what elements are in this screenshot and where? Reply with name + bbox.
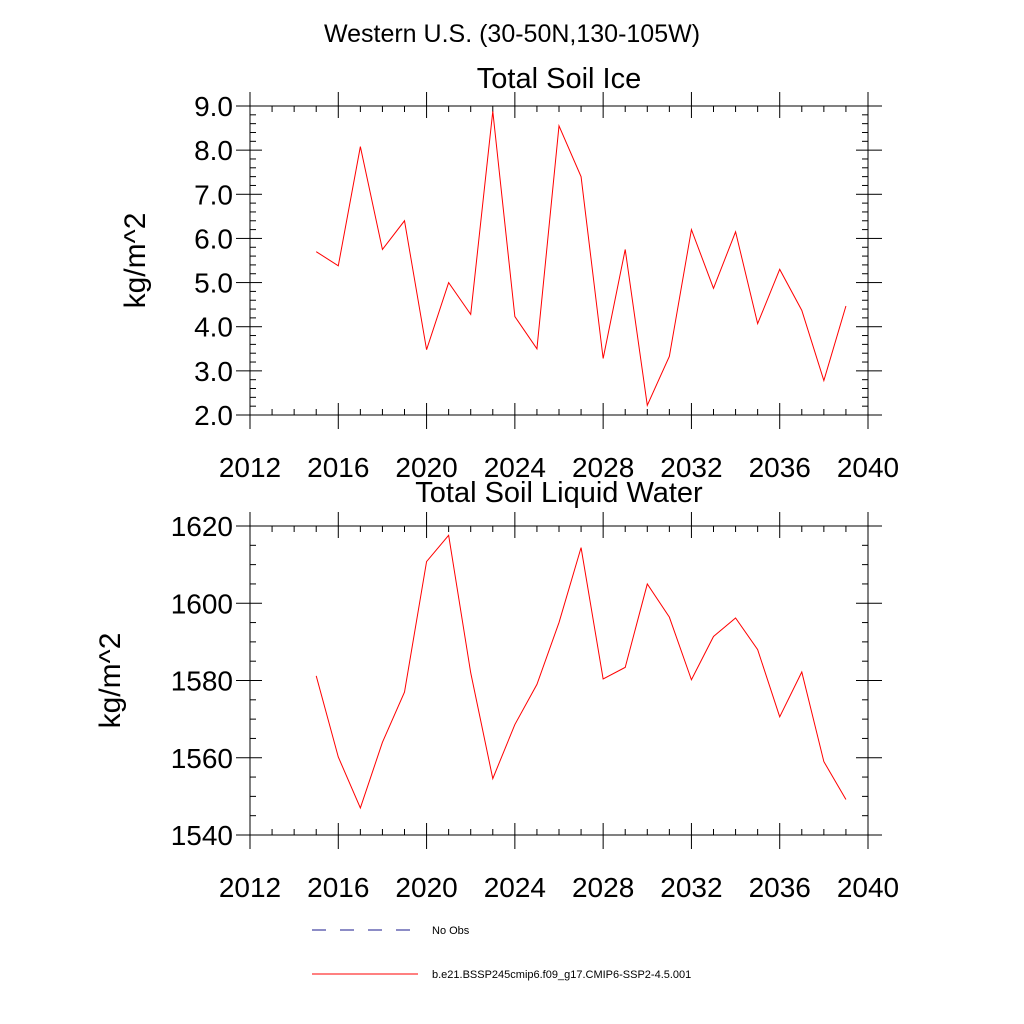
soil-liquid-water-y-tick-label: 1580 (171, 666, 233, 697)
soil-liquid-water-x-tick-label: 2012 (219, 872, 281, 903)
soil-liquid-water-plot-frame (249, 525, 869, 836)
soil-liquid-water-x-tick-label: 2016 (307, 872, 369, 903)
soil-ice-y-tick-label: 5.0 (194, 268, 233, 299)
soil-liquid-water-x-tick-label: 2028 (572, 872, 634, 903)
figure-title: Western U.S. (30-50N,130-105W) (324, 20, 700, 48)
legend-model-label: b.e21.BSSP245cmip6.f09_g17.CMIP6-SSP2-4.… (432, 969, 691, 981)
soil-ice-y-tick-label: 6.0 (194, 223, 233, 254)
soil-liquid-water-y-tick-label: 1620 (171, 511, 233, 542)
soil-ice-panel: Total Soil Ice kg/m^2 2012 2016 2020 2024 2028… (119, 63, 899, 483)
soil-ice-x-tick-label: 2012 (219, 452, 281, 483)
soil-ice-plot-frame (249, 105, 869, 416)
soil-ice-y-tick-label: 8.0 (194, 135, 233, 166)
soil-liquid-water-y-axis-label: kg/m^2 (94, 633, 127, 729)
soil-ice-series-line (315, 111, 847, 408)
soil-liquid-water-y-tick-label: 1560 (171, 743, 233, 774)
soil-liquid-water-x-tick-label: 2024 (484, 872, 546, 903)
soil-liquid-water-x-tick-label: 2032 (660, 872, 722, 903)
soil-liquid-water-x-tick-label: 2040 (837, 872, 899, 903)
soil-ice-y-tick-label: 7.0 (194, 179, 233, 210)
soil-ice-y-tick-label: 4.0 (194, 312, 233, 343)
soil-liquid-water-series-line (315, 534, 847, 810)
soil-liquid-water-y-tick-label: 1540 (171, 820, 233, 851)
soil-ice-title: Total Soil Ice (477, 63, 641, 95)
soil-ice-x-tick-label: 2036 (749, 452, 811, 483)
soil-liquid-water-panel: Total Soil Liquid Water kg/m^2 2012 2016 202… (94, 477, 899, 903)
legend: No Obs b.e21.BSSP245cmip6.f09_g17.CMIP6-… (312, 925, 691, 981)
soil-ice-x-tick-label: 2028 (572, 452, 634, 483)
soil-liquid-water-x-tick-label: 2020 (395, 872, 457, 903)
soil-ice-x-tick-label: 2040 (837, 452, 899, 483)
soil-ice-x-tick-label: 2024 (484, 452, 546, 483)
soil-ice-y-tick-label: 9.0 (194, 91, 233, 122)
soil-ice-y-tick-label: 2.0 (194, 400, 233, 431)
soil-liquid-water-title: Total Soil Liquid Water (415, 477, 703, 509)
soil-ice-x-tick-label: 2016 (307, 452, 369, 483)
soil-liquid-water-x-tick-label: 2036 (749, 872, 811, 903)
soil-ice-y-tick-label: 3.0 (194, 356, 233, 387)
soil-ice-x-tick-label: 2032 (660, 452, 722, 483)
legend-obs-label: No Obs (432, 925, 470, 937)
soil-ice-y-axis-label: kg/m^2 (119, 213, 152, 309)
soil-liquid-water-y-tick-label: 1600 (171, 588, 233, 619)
soil-ice-x-tick-label: 2020 (395, 452, 457, 483)
